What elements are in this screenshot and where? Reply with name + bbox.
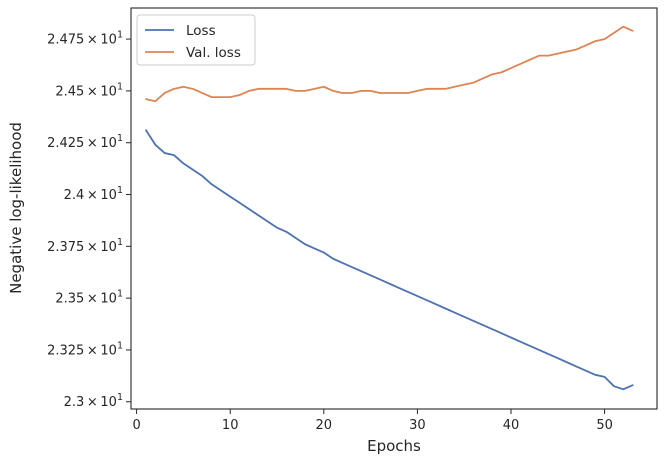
legend-label-val-loss: Val. loss bbox=[186, 45, 241, 61]
y-tick-label: 2.3 × 101 bbox=[64, 392, 123, 410]
series-line-1 bbox=[145, 25, 634, 103]
x-axis-title: Epochs bbox=[367, 437, 421, 455]
y-axis-title: Negative log-likelihood bbox=[7, 122, 25, 294]
x-tick-label: 20 bbox=[316, 418, 333, 433]
plot-lines bbox=[145, 25, 634, 391]
x-tick-label: 0 bbox=[132, 418, 140, 433]
plot-frame bbox=[130, 7, 658, 410]
y-axis: 2.3 × 101 2.325 × 101 2.35 × 101 2.375 × 10… bbox=[47, 30, 131, 410]
x-tick-label: 50 bbox=[596, 418, 613, 433]
series-line-0 bbox=[145, 129, 634, 391]
x-axis: 0 10 20 30 40 50 bbox=[132, 409, 613, 433]
x-tick-label: 30 bbox=[409, 418, 426, 433]
legend-label-loss: Loss bbox=[186, 23, 216, 39]
y-tick-label: 2.4 × 101 bbox=[64, 185, 123, 203]
y-tick-label: 2.325 × 101 bbox=[47, 340, 123, 358]
y-tick-label: 2.35 × 101 bbox=[55, 289, 123, 307]
y-tick-label: 2.425 × 101 bbox=[47, 133, 123, 151]
legend: Loss Val. loss bbox=[136, 14, 256, 66]
y-tick-label: 2.475 × 101 bbox=[47, 30, 123, 48]
x-tick-label: 40 bbox=[503, 418, 520, 433]
y-tick-label: 2.375 × 101 bbox=[47, 237, 123, 255]
x-tick-label: 10 bbox=[222, 418, 239, 433]
y-tick-label: 2.45 × 101 bbox=[55, 81, 123, 99]
